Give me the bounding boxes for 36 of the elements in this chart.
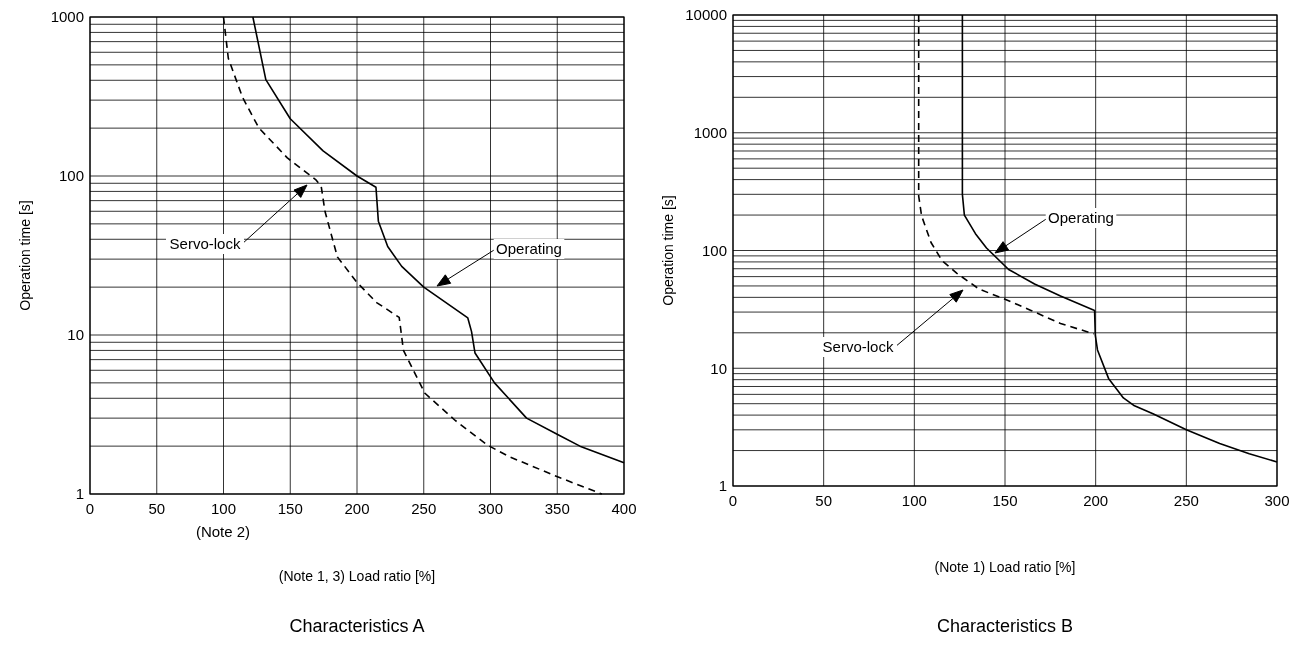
x-tick-label: 50 bbox=[815, 492, 833, 509]
x-tick-label: 50 bbox=[148, 500, 166, 517]
x-tick-label: 300 bbox=[477, 500, 504, 517]
y-tick-label: 1 bbox=[75, 485, 84, 503]
x-tick-label: 200 bbox=[344, 500, 370, 517]
x-tick-label: 200 bbox=[1083, 492, 1109, 509]
x-tick-label: 250 bbox=[1173, 492, 1199, 509]
x-tick-label: 250 bbox=[411, 500, 437, 517]
y-tick-label: 10 bbox=[67, 326, 84, 344]
annotation: Servo-lock bbox=[169, 235, 241, 253]
x-tick-label: 0 bbox=[728, 492, 738, 509]
text: (Note 2) bbox=[195, 523, 251, 541]
y-tick-label: 100 bbox=[701, 241, 727, 259]
y-tick-label: 100 bbox=[58, 167, 84, 185]
x-tick-label: 350 bbox=[544, 500, 570, 517]
y-axis-title: Operation time [s] bbox=[660, 195, 676, 306]
x-tick-label: 100 bbox=[901, 492, 927, 509]
annotation: Operating bbox=[496, 240, 562, 258]
x-tick-label: 150 bbox=[992, 492, 1018, 509]
x-tick-label: 100 bbox=[210, 500, 237, 517]
y-tick-label: 10000 bbox=[685, 6, 727, 24]
text: Characteristics A bbox=[289, 616, 425, 636]
text: Characteristics B bbox=[936, 616, 1074, 636]
y-tick-label: 10 bbox=[710, 359, 727, 377]
annotation: Operating bbox=[1048, 209, 1114, 227]
y-axis-title: Operation time [s] bbox=[17, 200, 33, 311]
x-tick-label: 0 bbox=[85, 500, 95, 517]
y-tick-label: 1 bbox=[718, 477, 727, 495]
x-axis-title: (Note 1, 3) Load ratio [%] bbox=[278, 568, 436, 584]
x-tick-label: 400 bbox=[611, 500, 637, 517]
annotation: Servo-lock bbox=[822, 338, 894, 356]
y-tick-label: 1000 bbox=[50, 8, 84, 26]
y-tick-label: 1000 bbox=[693, 124, 727, 141]
x-axis-title: (Note 1) Load ratio [%] bbox=[934, 559, 1076, 575]
x-tick-label: 300 bbox=[1264, 492, 1290, 509]
x-tick-label: 150 bbox=[277, 500, 303, 517]
